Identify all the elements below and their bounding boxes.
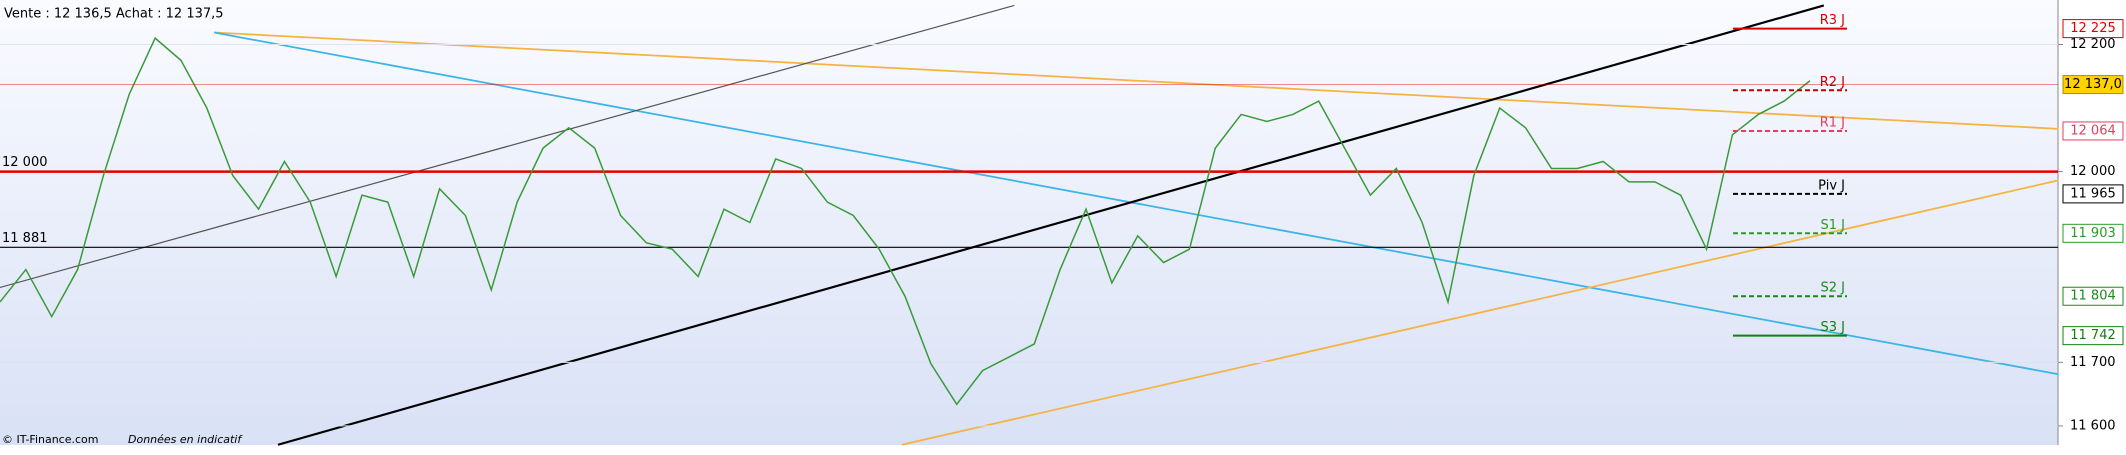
last-price-label: 12 137,0: [2064, 77, 2122, 92]
y-tick-label: 11 600: [2070, 418, 2116, 433]
level-box: [2062, 121, 2124, 141]
plot-area: [0, 0, 2058, 445]
hline-label: 12 000: [2, 155, 48, 170]
level-name: S1 J: [1821, 218, 1846, 233]
level-name: S3 J: [1821, 320, 1846, 335]
level-value: 12 225: [2070, 21, 2116, 36]
level-name: R1 J: [1820, 115, 1845, 130]
footer: © IT-Finance.com: [2, 433, 99, 446]
level-box: [2062, 326, 2124, 346]
level-value: 11 965: [2070, 186, 2116, 201]
trend-line: [901, 179, 2059, 446]
trend-line: [214, 31, 2059, 130]
level-name: R2 J: [1820, 75, 1845, 90]
y-tick-label: 12 000: [2070, 164, 2116, 179]
level-box: [2062, 286, 2124, 306]
trend-lines: [0, 4, 2059, 446]
y-tick-label: 12 200: [2070, 37, 2116, 52]
header: Vente : 12 136,5 Achat : 12 137,5: [4, 7, 224, 22]
level-value: 12 064: [2070, 123, 2116, 138]
level-name: S2 J: [1821, 281, 1846, 296]
trend-line: [214, 31, 2059, 376]
level-box: [2062, 184, 2124, 204]
footer-note: Données en indicatif: [128, 433, 243, 446]
last-price-box: [2062, 75, 2124, 95]
y-tick-label: 11 700: [2070, 355, 2116, 370]
level-box: [2062, 223, 2124, 243]
trend-line: [277, 4, 1825, 446]
hline-label: 11 881: [2, 231, 48, 246]
level-value: 11 804: [2070, 289, 2116, 304]
trend-line: [0, 4, 1015, 289]
price-line: [0, 36, 1811, 406]
level-name: R3 J: [1820, 13, 1845, 28]
level-name: Piv J: [1818, 178, 1845, 193]
level-box: [2062, 19, 2124, 39]
plot-layer: [0, 36, 2058, 427]
level-value: 11 903: [2070, 226, 2116, 241]
level-value: 11 742: [2070, 328, 2116, 343]
